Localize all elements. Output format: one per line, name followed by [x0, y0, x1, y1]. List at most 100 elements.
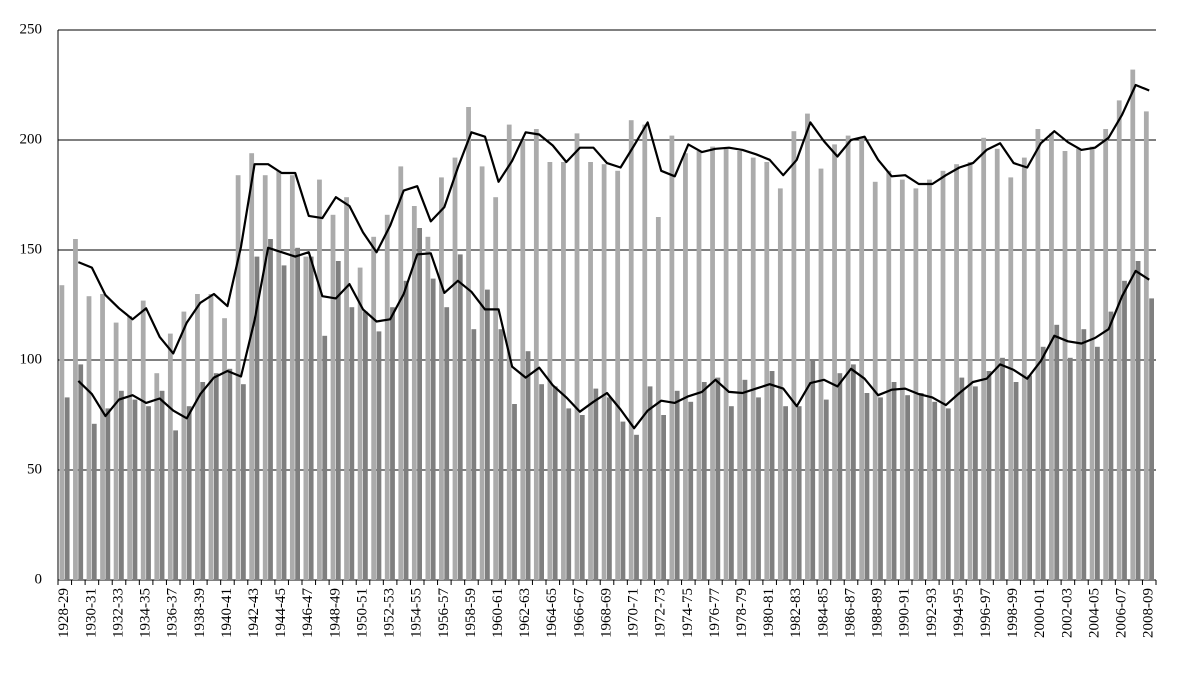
bar — [945, 408, 951, 580]
x-tick-label: 1996-97 — [978, 588, 994, 638]
x-tick-label: 1986-87 — [842, 588, 858, 638]
bar — [628, 120, 634, 580]
x-tick-label: 1990-91 — [897, 588, 913, 638]
bar — [750, 157, 756, 580]
bar — [317, 179, 322, 580]
bar — [186, 406, 192, 580]
bar — [330, 214, 336, 581]
x-tick-label: 1994-95 — [951, 588, 967, 638]
bar — [1081, 329, 1087, 580]
bar — [669, 135, 675, 580]
bar — [674, 390, 680, 580]
bar — [818, 168, 824, 580]
x-tick-label: 1954-55 — [409, 588, 425, 638]
bar — [661, 415, 666, 580]
line — [77, 246, 1150, 430]
bar — [539, 384, 544, 580]
bar — [439, 177, 444, 580]
bar — [59, 285, 65, 580]
y-tick-label: 0 — [35, 571, 43, 587]
bar — [457, 254, 463, 580]
bar — [823, 399, 829, 580]
bar — [723, 148, 729, 581]
x-tick-label: 1976-77 — [707, 588, 723, 638]
x-tick-label: 1942-43 — [246, 588, 262, 638]
bar — [444, 307, 450, 580]
bar — [105, 408, 111, 580]
bar — [872, 181, 878, 581]
bar — [837, 373, 843, 580]
bar — [1013, 382, 1019, 580]
bar — [390, 307, 395, 580]
x-tick-label: 1946-47 — [300, 588, 316, 638]
x-tick-label: 1980-81 — [761, 588, 777, 638]
bar — [547, 162, 553, 580]
bar — [235, 175, 241, 580]
bar — [715, 377, 721, 580]
bar — [466, 107, 471, 580]
x-tick-label: 1992-93 — [924, 588, 940, 638]
bar — [805, 113, 810, 580]
x-tick-label: 1966-67 — [571, 588, 587, 638]
bar — [520, 140, 526, 580]
bar — [764, 162, 770, 580]
bar — [696, 151, 702, 580]
x-tick-label: 1988-89 — [870, 588, 886, 638]
bar — [295, 247, 300, 581]
bar — [411, 206, 417, 580]
x-tick-label: 1934-35 — [138, 588, 154, 638]
bar — [1122, 280, 1127, 580]
bar — [783, 406, 788, 580]
bar — [525, 351, 531, 580]
bar — [322, 335, 328, 580]
bar — [512, 404, 517, 580]
bar — [1130, 69, 1136, 580]
bar — [927, 179, 932, 580]
bar — [425, 236, 431, 581]
bar — [574, 133, 580, 580]
x-tick-label: 2006-07 — [1114, 588, 1130, 638]
bar — [566, 408, 572, 580]
bar — [213, 373, 219, 580]
bar — [981, 137, 987, 581]
x-tick-label: 1928-29 — [56, 588, 72, 638]
bar — [832, 144, 837, 580]
bar — [642, 124, 648, 580]
bar — [78, 364, 84, 580]
bar — [756, 397, 761, 580]
x-tick-label: 1936-37 — [165, 588, 181, 638]
bar — [683, 153, 688, 580]
bar — [430, 278, 436, 580]
bar — [1062, 151, 1068, 580]
bar — [471, 329, 477, 580]
bar — [913, 188, 919, 580]
bar — [113, 322, 119, 580]
bar — [593, 388, 599, 580]
y-tick-label: 150 — [20, 241, 43, 257]
bar — [1021, 157, 1027, 580]
bar — [479, 166, 485, 580]
bar — [967, 162, 973, 580]
bar — [701, 382, 707, 580]
x-tick-label: 2004-05 — [1086, 588, 1102, 638]
x-tick-label: 1960-61 — [490, 588, 506, 638]
bar — [289, 175, 295, 580]
x-tick-label: 1962-63 — [517, 588, 533, 638]
bar — [349, 307, 355, 580]
bar — [222, 318, 227, 580]
x-tick-label: 1982-83 — [788, 588, 804, 638]
bar — [552, 386, 558, 580]
bar — [1040, 346, 1046, 580]
x-tick-label: 2000-01 — [1032, 588, 1048, 638]
bar — [281, 265, 287, 580]
bar — [1103, 129, 1109, 580]
bar — [195, 294, 200, 580]
bar — [262, 175, 268, 580]
bar — [1054, 324, 1060, 580]
bar — [452, 157, 458, 580]
bar — [615, 170, 621, 581]
bar — [86, 296, 92, 580]
bar — [100, 294, 105, 580]
bar — [986, 371, 992, 580]
